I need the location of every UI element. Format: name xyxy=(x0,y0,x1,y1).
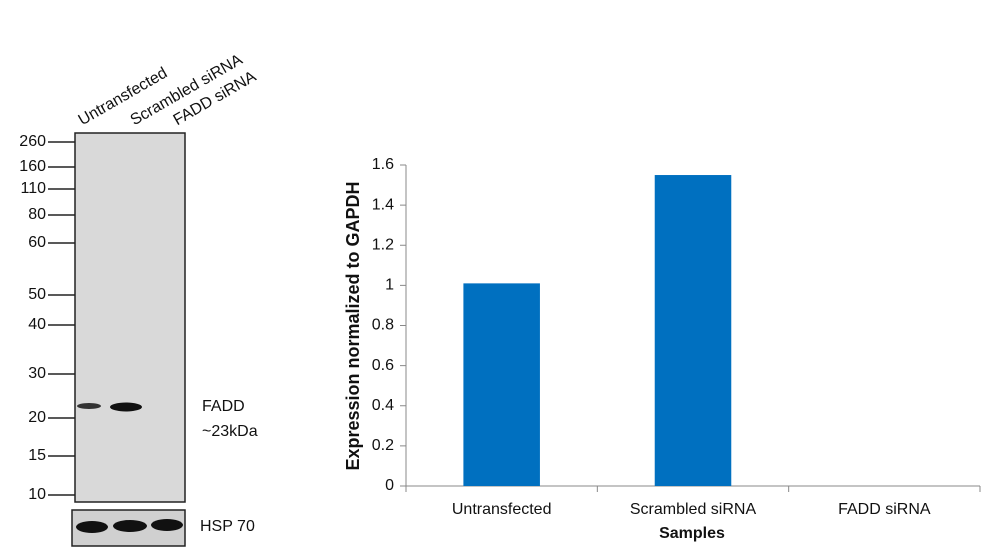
y-tick-label: 0 xyxy=(385,477,394,494)
band xyxy=(151,519,183,531)
marker-label: 50 xyxy=(28,286,46,303)
x-tick-label: FADD siRNA xyxy=(838,501,931,518)
marker-label: 40 xyxy=(28,316,46,333)
y-axis-label: Expression normalized to GAPDH xyxy=(343,181,363,470)
marker-label: 15 xyxy=(28,447,46,464)
band-label: FADD xyxy=(202,398,245,415)
loading-label: HSP 70 xyxy=(200,518,255,535)
band-size: ~23kDa xyxy=(202,423,258,440)
marker-label: 10 xyxy=(28,486,46,503)
band xyxy=(113,520,147,532)
y-tick-label: 1.6 xyxy=(372,156,394,173)
x-tick-label: Untransfected xyxy=(452,501,552,518)
x-axis-label: Samples xyxy=(659,525,725,542)
band xyxy=(110,402,142,412)
y-tick-label: 1.4 xyxy=(372,196,394,213)
bar xyxy=(654,175,732,486)
band xyxy=(76,521,108,533)
marker-label: 110 xyxy=(20,180,46,197)
bar xyxy=(463,283,540,486)
y-tick-label: 0.4 xyxy=(372,397,394,414)
marker-label: 160 xyxy=(19,158,46,175)
x-tick-label: Scrambled siRNA xyxy=(630,501,757,518)
marker-label: 260 xyxy=(19,133,46,150)
y-tick-label: 0.2 xyxy=(372,437,394,454)
marker-label: 30 xyxy=(28,365,46,382)
y-tick-label: 0.6 xyxy=(372,357,394,374)
marker-label: 60 xyxy=(28,234,46,251)
marker-label: 20 xyxy=(28,409,46,426)
y-tick-label: 0.8 xyxy=(372,317,394,334)
marker-label: 80 xyxy=(28,206,46,223)
blot-membrane xyxy=(74,132,186,503)
y-tick-label: 1 xyxy=(385,277,394,294)
band xyxy=(77,403,101,409)
y-tick-label: 1.2 xyxy=(372,236,394,253)
